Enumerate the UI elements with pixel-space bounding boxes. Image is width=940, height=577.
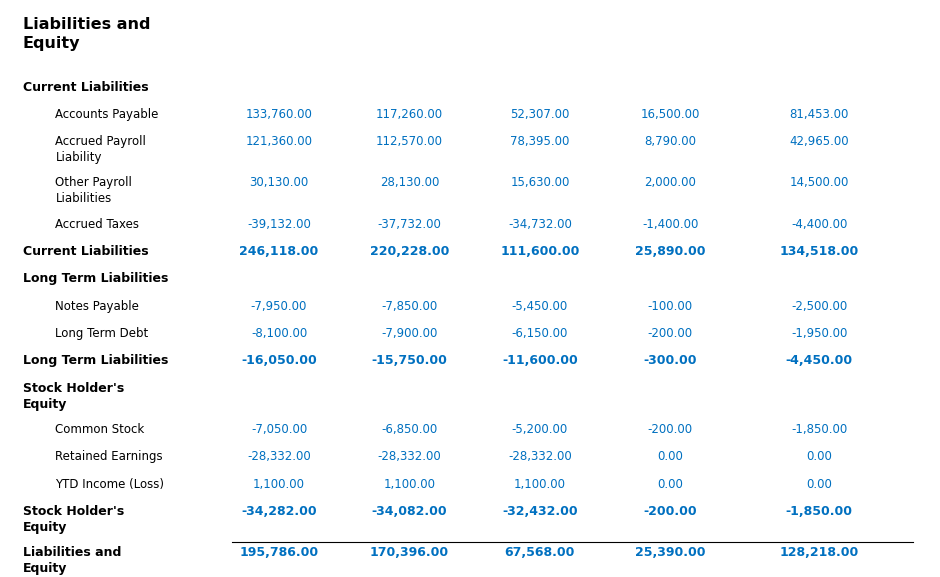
Text: 78,395.00: 78,395.00 xyxy=(510,136,570,148)
Text: Long Term Liabilities: Long Term Liabilities xyxy=(23,272,168,285)
Text: Long Term Liabilities: Long Term Liabilities xyxy=(23,354,168,368)
Text: -39,132.00: -39,132.00 xyxy=(247,218,311,231)
Text: -15,750.00: -15,750.00 xyxy=(371,354,447,368)
Text: 81,453.00: 81,453.00 xyxy=(790,108,849,121)
Text: 1,100.00: 1,100.00 xyxy=(514,478,566,491)
Text: 133,760.00: 133,760.00 xyxy=(245,108,312,121)
Text: 0.00: 0.00 xyxy=(657,478,683,491)
Text: 15,630.00: 15,630.00 xyxy=(510,177,570,189)
Text: -200.00: -200.00 xyxy=(648,327,693,340)
Text: 25,890.00: 25,890.00 xyxy=(635,245,706,258)
Text: -7,900.00: -7,900.00 xyxy=(382,327,438,340)
Text: Common Stock: Common Stock xyxy=(55,423,145,436)
Text: 170,396.00: 170,396.00 xyxy=(369,546,449,559)
Text: -8,100.00: -8,100.00 xyxy=(251,327,307,340)
Text: -28,332.00: -28,332.00 xyxy=(378,451,441,463)
Text: Current Liabilities: Current Liabilities xyxy=(23,81,149,93)
Text: 220,228.00: 220,228.00 xyxy=(369,245,449,258)
Text: 28,130.00: 28,130.00 xyxy=(380,177,439,189)
Text: -32,432.00: -32,432.00 xyxy=(502,505,578,518)
Text: Other Payroll
Liabilities: Other Payroll Liabilities xyxy=(55,177,133,205)
Text: 111,600.00: 111,600.00 xyxy=(500,245,580,258)
Text: 0.00: 0.00 xyxy=(807,451,832,463)
Text: -7,050.00: -7,050.00 xyxy=(251,423,307,436)
Text: -1,850.00: -1,850.00 xyxy=(791,423,848,436)
Text: YTD Income (Loss): YTD Income (Loss) xyxy=(55,478,164,491)
Text: Accrued Taxes: Accrued Taxes xyxy=(55,218,139,231)
Text: 52,307.00: 52,307.00 xyxy=(510,108,570,121)
Text: -34,732.00: -34,732.00 xyxy=(508,218,572,231)
Text: 246,118.00: 246,118.00 xyxy=(240,245,319,258)
Text: -4,400.00: -4,400.00 xyxy=(791,218,848,231)
Text: 128,218.00: 128,218.00 xyxy=(780,546,859,559)
Text: 121,360.00: 121,360.00 xyxy=(245,136,312,148)
Text: 25,390.00: 25,390.00 xyxy=(635,546,706,559)
Text: -2,500.00: -2,500.00 xyxy=(791,299,848,313)
Text: -1,850.00: -1,850.00 xyxy=(786,505,853,518)
Text: 2,000.00: 2,000.00 xyxy=(645,177,697,189)
Text: 1,100.00: 1,100.00 xyxy=(384,478,435,491)
Text: Liabilities and
Equity: Liabilities and Equity xyxy=(23,17,150,51)
Text: -1,950.00: -1,950.00 xyxy=(791,327,848,340)
Text: -11,600.00: -11,600.00 xyxy=(502,354,578,368)
Text: -100.00: -100.00 xyxy=(648,299,693,313)
Text: -7,850.00: -7,850.00 xyxy=(382,299,437,313)
Text: -37,732.00: -37,732.00 xyxy=(378,218,442,231)
Text: -28,332.00: -28,332.00 xyxy=(247,451,311,463)
Text: -300.00: -300.00 xyxy=(644,354,697,368)
Text: 8,790.00: 8,790.00 xyxy=(644,136,697,148)
Text: 67,568.00: 67,568.00 xyxy=(505,546,575,559)
Text: 30,130.00: 30,130.00 xyxy=(249,177,308,189)
Text: -7,950.00: -7,950.00 xyxy=(251,299,307,313)
Text: Stock Holder's
Equity: Stock Holder's Equity xyxy=(23,382,124,411)
Text: -1,400.00: -1,400.00 xyxy=(642,218,698,231)
Text: -6,850.00: -6,850.00 xyxy=(382,423,437,436)
Text: Retained Earnings: Retained Earnings xyxy=(55,451,163,463)
Text: Current Liabilities: Current Liabilities xyxy=(23,245,149,258)
Text: 112,570.00: 112,570.00 xyxy=(376,136,443,148)
Text: -28,332.00: -28,332.00 xyxy=(508,451,572,463)
Text: Accounts Payable: Accounts Payable xyxy=(55,108,159,121)
Text: 1,100.00: 1,100.00 xyxy=(253,478,305,491)
Text: -200.00: -200.00 xyxy=(644,505,697,518)
Text: -34,282.00: -34,282.00 xyxy=(242,505,317,518)
Text: 0.00: 0.00 xyxy=(657,451,683,463)
Text: 42,965.00: 42,965.00 xyxy=(790,136,849,148)
Text: -5,200.00: -5,200.00 xyxy=(511,423,568,436)
Text: Notes Payable: Notes Payable xyxy=(55,299,139,313)
Text: 0.00: 0.00 xyxy=(807,478,832,491)
Text: 16,500.00: 16,500.00 xyxy=(641,108,700,121)
Text: -4,450.00: -4,450.00 xyxy=(786,354,853,368)
Text: -34,082.00: -34,082.00 xyxy=(371,505,447,518)
Text: Stock Holder's
Equity: Stock Holder's Equity xyxy=(23,505,124,534)
Text: -6,150.00: -6,150.00 xyxy=(511,327,568,340)
Text: 14,500.00: 14,500.00 xyxy=(790,177,849,189)
Text: 195,786.00: 195,786.00 xyxy=(240,546,319,559)
Text: Long Term Debt: Long Term Debt xyxy=(55,327,149,340)
Text: 117,260.00: 117,260.00 xyxy=(376,108,443,121)
Text: 134,518.00: 134,518.00 xyxy=(780,245,859,258)
Text: Accrued Payroll
Liability: Accrued Payroll Liability xyxy=(55,136,147,164)
Text: -16,050.00: -16,050.00 xyxy=(242,354,317,368)
Text: -5,450.00: -5,450.00 xyxy=(511,299,568,313)
Text: -200.00: -200.00 xyxy=(648,423,693,436)
Text: Liabilities and
Equity: Liabilities and Equity xyxy=(23,546,121,575)
